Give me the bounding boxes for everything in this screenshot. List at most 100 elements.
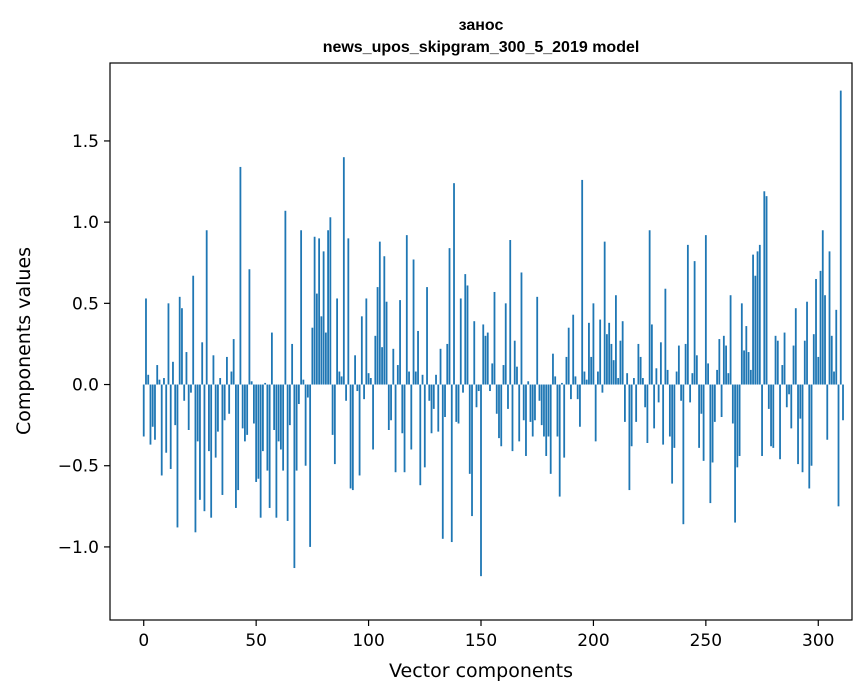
bar [677,345,680,385]
bar [545,384,548,456]
bar [583,371,586,385]
bar [612,360,615,385]
bar [500,384,503,447]
bar [219,378,222,385]
bar [603,241,606,385]
bar [455,384,458,422]
bar [835,309,838,385]
bar [637,343,640,385]
bar [531,384,534,437]
bar [516,366,518,385]
bar [277,384,280,442]
bar [365,298,368,385]
bar [792,345,795,385]
bar [740,303,743,385]
bar [484,335,487,385]
bar [525,384,527,456]
bar [819,270,822,385]
bar [279,384,282,450]
bar [806,301,808,385]
bar [351,384,354,491]
bar [259,384,262,518]
bar [504,303,507,385]
bar [641,378,644,385]
bar [158,379,161,385]
bar [174,384,177,426]
bar [639,356,642,385]
bar [597,371,599,385]
bar [363,384,365,400]
bar [534,384,536,421]
bar [340,376,343,385]
bar [761,384,763,456]
bar [270,332,273,385]
bar [235,384,237,508]
bar [788,384,790,395]
bar [165,384,168,453]
bar [711,384,714,463]
bar [722,335,725,385]
bar [671,384,674,484]
bar [767,384,770,409]
bar [837,384,840,507]
bar [666,369,669,385]
bar [801,384,804,473]
bar [491,363,494,385]
bar [594,384,597,442]
bar [264,382,267,385]
bar [749,369,752,385]
bar [210,384,213,518]
bar [372,384,374,450]
bar [176,384,179,528]
bar [196,384,199,442]
bar [572,314,575,385]
bar [650,324,653,385]
bar [630,384,633,447]
bar [828,251,831,385]
bar [655,368,658,385]
bar [781,365,784,385]
bar [151,384,154,427]
bar [576,384,579,400]
bar [282,384,285,471]
bar [668,384,671,437]
bar [556,384,559,437]
bar [457,384,460,424]
bar [185,352,188,385]
bar [239,166,242,385]
bar [408,371,410,385]
bar [253,384,255,424]
bar [815,278,817,385]
bar [367,373,370,385]
bar [520,272,523,385]
bar [812,334,815,385]
bar [163,378,165,385]
bar [493,291,496,385]
bar [428,384,431,401]
bar [574,376,577,385]
bar [378,241,381,385]
bar [221,384,224,495]
bar [698,384,700,448]
bar [369,378,372,385]
bar [208,384,210,452]
bar [511,384,514,452]
bar [160,384,163,476]
bar [471,384,473,517]
bar [295,384,298,471]
bar [659,342,662,385]
bar [360,316,363,385]
bar [309,384,312,547]
bar [502,365,505,385]
bar [646,384,649,443]
bar [702,384,705,461]
bar [169,384,172,469]
bar [565,356,568,385]
bar [794,308,797,385]
bar [318,238,321,385]
bar [797,384,799,465]
bar [320,316,323,385]
bar [540,384,543,426]
bar [417,330,419,385]
bar [194,384,197,533]
